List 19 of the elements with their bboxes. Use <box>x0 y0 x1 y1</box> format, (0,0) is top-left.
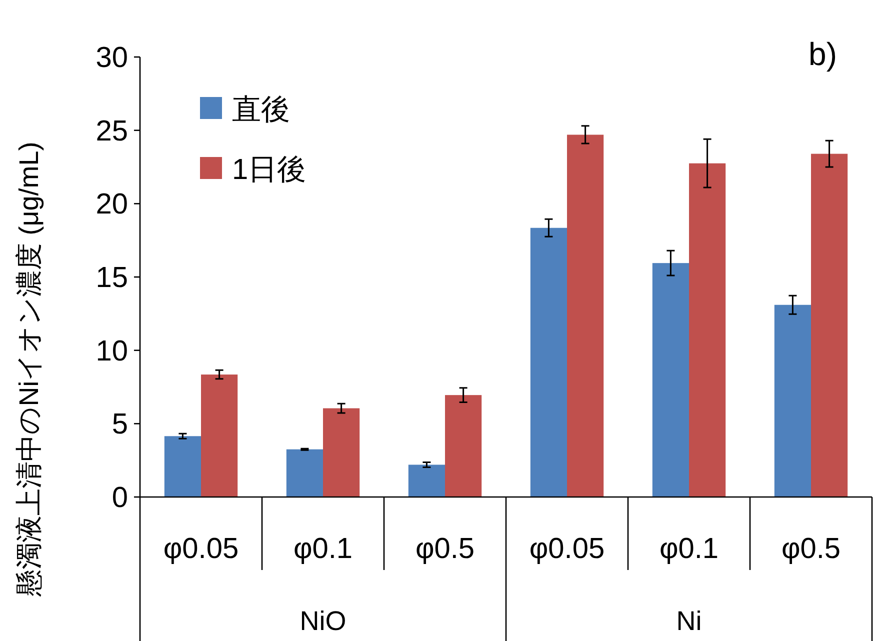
text: NiO <box>300 606 346 636</box>
legend-label: 直後 <box>232 94 290 126</box>
y-axis-title: 懸濁液上清中のNiイオン濃度 (μg/mL) <box>14 142 44 598</box>
x-tick-label: φ0.05 <box>529 533 605 565</box>
y-tick-label: 15 <box>96 262 128 294</box>
y-tick-label: 20 <box>96 188 128 221</box>
y-tick-label: 5 <box>112 408 128 441</box>
x-tick-label: φ0.1 <box>293 533 353 565</box>
y-tick-label: 25 <box>96 115 128 148</box>
y-tick-label: 0 <box>112 482 128 514</box>
legend-label: 1日後 <box>232 154 306 186</box>
annotation: b) <box>808 36 837 72</box>
x-tick-label: φ0.05 <box>163 533 239 565</box>
x-tick-label: φ0.5 <box>415 533 475 565</box>
y-tick-label: 10 <box>96 335 128 368</box>
text: Ni <box>676 606 702 636</box>
x-tick-label: φ0.1 <box>659 533 719 565</box>
x-tick-label: φ0.5 <box>781 533 841 565</box>
y-tick-label: 30 <box>96 42 128 74</box>
